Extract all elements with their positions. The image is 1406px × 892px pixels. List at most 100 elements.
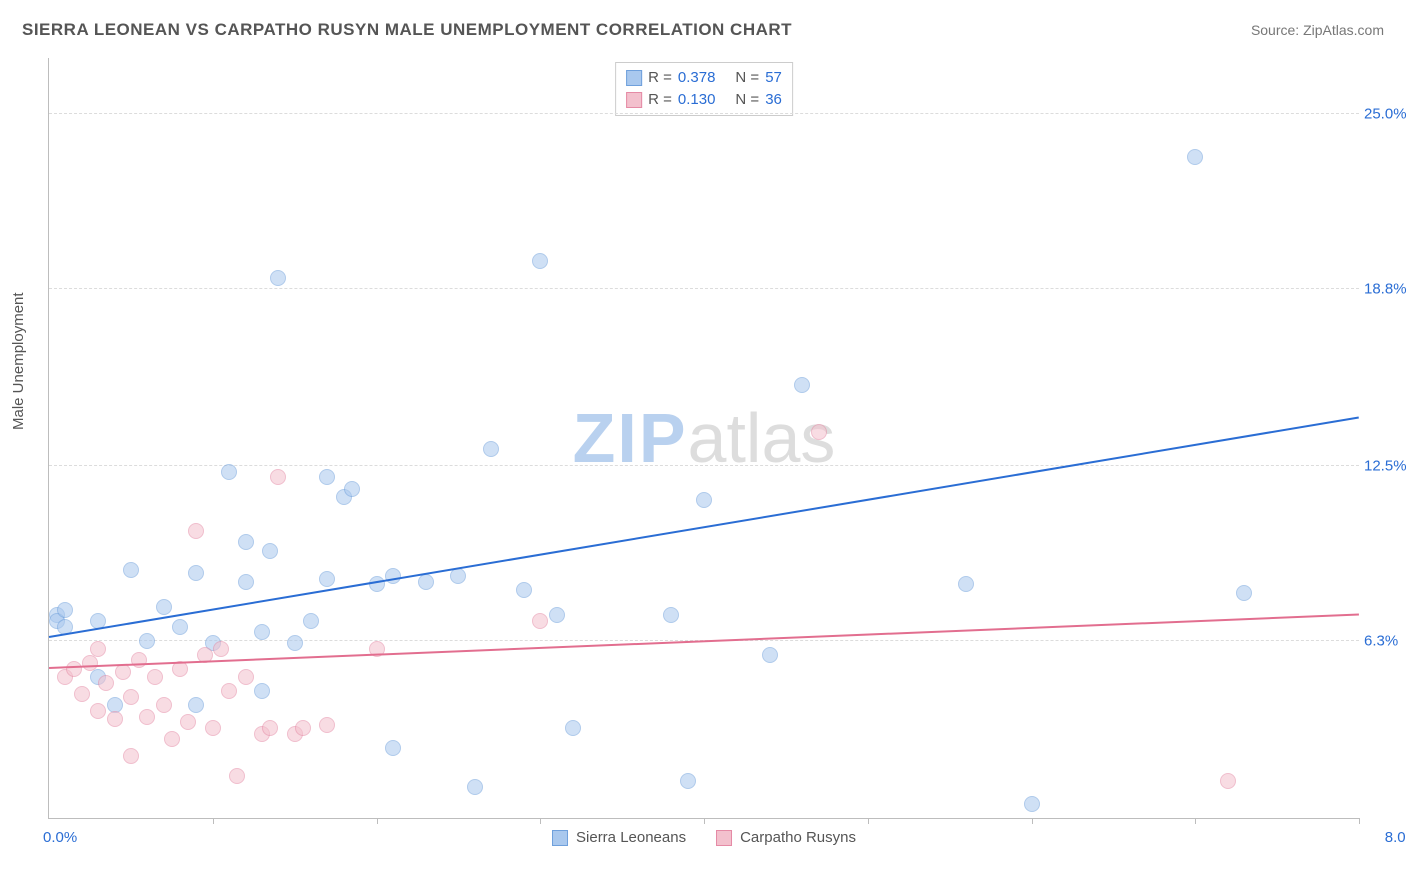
x-tick [540,818,541,824]
scatter-point [467,779,483,795]
scatter-point [516,582,532,598]
trend-line [49,613,1359,668]
scatter-point [696,492,712,508]
x-tick [1032,818,1033,824]
x-tick [868,818,869,824]
scatter-point [532,613,548,629]
scatter-point [303,613,319,629]
trend-line [49,416,1359,638]
scatter-point [90,703,106,719]
gridline [49,288,1359,289]
scatter-point [262,720,278,736]
series-legend: Sierra Leoneans Carpatho Rusyns [552,829,856,846]
scatter-point [221,683,237,699]
scatter-point [238,669,254,685]
x-axis-min-label: 0.0% [43,829,77,846]
x-tick [1359,818,1360,824]
legend-row-0: R = 0.378 N = 57 [626,67,782,89]
scatter-point [762,647,778,663]
scatter-point [1236,585,1252,601]
r-label-1: R = [648,89,672,111]
scatter-point [213,641,229,657]
scatter-point [188,697,204,713]
scatter-point [811,424,827,440]
scatter-point [418,574,434,590]
scatter-point [287,635,303,651]
scatter-point [270,469,286,485]
scatter-point [319,469,335,485]
scatter-point [188,523,204,539]
scatter-point [958,576,974,592]
x-tick [377,818,378,824]
y-tick-label: 18.8% [1364,280,1406,297]
scatter-point [319,717,335,733]
series-label-0: Sierra Leoneans [576,829,686,846]
scatter-point [1024,796,1040,812]
scatter-point [663,607,679,623]
scatter-point [147,669,163,685]
x-tick [1195,818,1196,824]
x-tick [704,818,705,824]
y-tick-label: 25.0% [1364,106,1406,123]
scatter-point [123,748,139,764]
scatter-point [794,377,810,393]
scatter-point [90,641,106,657]
scatter-point [238,534,254,550]
n-value-0: 57 [765,67,782,89]
x-axis-max-label: 8.0% [1385,829,1406,846]
scatter-point [680,773,696,789]
scatter-point [164,731,180,747]
r-label-0: R = [648,67,672,89]
scatter-point [66,661,82,677]
scatter-point [229,768,245,784]
x-tick [213,818,214,824]
scatter-point [532,253,548,269]
scatter-point [319,571,335,587]
n-label-0: N = [735,67,759,89]
scatter-point [238,574,254,590]
gridline [49,113,1359,114]
legend-row-1: R = 0.130 N = 36 [626,89,782,111]
scatter-point [1187,149,1203,165]
series-legend-item-0: Sierra Leoneans [552,829,686,846]
scatter-point [385,568,401,584]
scatter-point [156,599,172,615]
scatter-point [180,714,196,730]
chart-source: Source: ZipAtlas.com [1251,22,1384,38]
scatter-point [139,709,155,725]
chart-title: SIERRA LEONEAN VS CARPATHO RUSYN MALE UN… [22,20,792,40]
scatter-point [254,624,270,640]
y-tick-label: 12.5% [1364,458,1406,475]
scatter-point [549,607,565,623]
y-tick-label: 6.3% [1364,632,1406,649]
scatter-point [254,683,270,699]
series-label-1: Carpatho Rusyns [740,829,856,846]
series-swatch-1 [716,830,732,846]
scatter-point [385,740,401,756]
scatter-point [221,464,237,480]
scatter-point [123,562,139,578]
scatter-point [131,652,147,668]
series-legend-item-1: Carpatho Rusyns [716,829,856,846]
scatter-point [74,686,90,702]
y-axis-label: Male Unemployment [10,292,27,430]
scatter-point [205,720,221,736]
scatter-point [82,655,98,671]
r-value-1: 0.130 [678,89,716,111]
series-swatch-0 [552,830,568,846]
scatter-point [369,576,385,592]
scatter-point [262,543,278,559]
scatter-point [565,720,581,736]
scatter-point [172,619,188,635]
legend-swatch-1 [626,92,642,108]
scatter-point [139,633,155,649]
n-label-1: N = [735,89,759,111]
scatter-point [57,602,73,618]
correlation-legend: R = 0.378 N = 57 R = 0.130 N = 36 [615,62,793,116]
r-value-0: 0.378 [678,67,716,89]
scatter-point [295,720,311,736]
gridline [49,465,1359,466]
scatter-point [188,565,204,581]
scatter-point [107,711,123,727]
scatter-point [270,270,286,286]
